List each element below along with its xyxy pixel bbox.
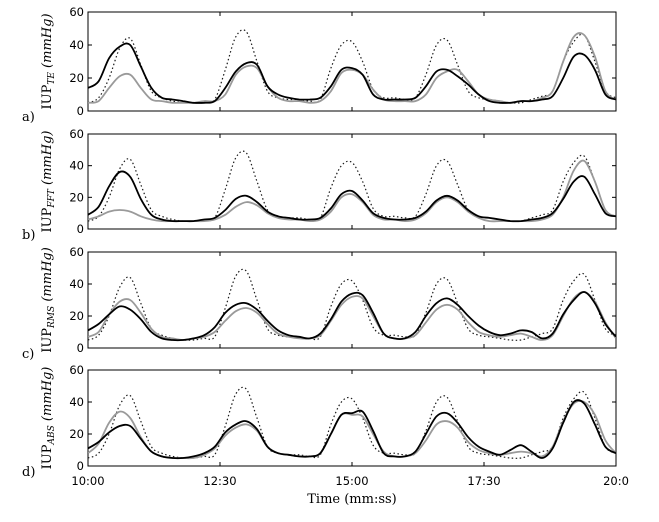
x-tick-label: 12:30 <box>203 474 236 488</box>
y-axis-label: IUPRMS (mmHg) <box>40 247 57 353</box>
y-axis-label: IUPABS (mmHg) <box>40 367 57 470</box>
y-tick-label: 0 <box>77 222 84 236</box>
plot-frame <box>87 251 617 349</box>
y-tick-label: 60 <box>69 5 84 19</box>
series-line-black <box>88 399 616 460</box>
series-line-dotted <box>88 29 616 104</box>
x-tick-label: 20:0 <box>603 474 629 488</box>
plot-frame <box>87 133 617 230</box>
series-line-gray <box>88 399 616 460</box>
panel-letter: b) <box>22 228 35 243</box>
y-tick-label: 0 <box>77 459 84 473</box>
series-line-dotted <box>88 386 616 459</box>
y-tick-label: 20 <box>69 190 84 204</box>
y-tick-label: 0 <box>77 104 84 118</box>
x-axis-tick-labels: 10:00 12:30 15:00 17:30 20:0 <box>71 474 628 488</box>
y-tick-label: 20 <box>69 71 84 85</box>
series-line-gray <box>88 291 616 341</box>
series-line-black <box>88 170 616 223</box>
y-tick-label: 60 <box>69 245 84 259</box>
y-tick-label: 40 <box>69 38 84 52</box>
y-tick-label: 40 <box>69 395 84 409</box>
panel-d: 0 20 40 60 IUPABS (mmHg) d) <box>22 363 617 480</box>
x-tick-label: 17:30 <box>467 474 500 488</box>
panel-letter: c) <box>22 347 34 362</box>
y-axis-label: IUPFFT (mmHg) <box>40 131 57 233</box>
series-line-black <box>88 291 616 342</box>
x-tick-label: 15:00 <box>335 474 368 488</box>
y-tick-label: 60 <box>69 127 84 141</box>
plot-frame <box>87 11 617 112</box>
series-line-dotted <box>88 150 616 222</box>
y-tick-label: 20 <box>69 309 84 323</box>
series-line-black <box>88 42 616 104</box>
y-axis-label: IUPTE (mmHg) <box>40 13 57 109</box>
x-tick-label: 10:00 <box>71 474 104 488</box>
y-tick-label: 40 <box>69 159 84 173</box>
panel-b: 0 20 40 60 IUPFFT (mmHg) b) <box>22 127 617 243</box>
y-tick-label: 40 <box>69 277 84 291</box>
panel-letter: a) <box>22 110 35 125</box>
series-line-dotted <box>88 268 616 341</box>
panel-letter: d) <box>22 465 35 480</box>
y-tick-label: 60 <box>69 363 84 377</box>
x-axis-label: Time (mm:ss) <box>307 492 397 507</box>
panel-c: 0 20 40 60 IUPRMS (mmHg) c) <box>22 245 617 362</box>
panel-a: 0 20 40 60 IUPTE (mmHg) a) <box>22 5 617 125</box>
plot-frame <box>87 369 617 467</box>
y-tick-label: 20 <box>69 427 84 441</box>
y-tick-label: 0 <box>77 341 84 355</box>
